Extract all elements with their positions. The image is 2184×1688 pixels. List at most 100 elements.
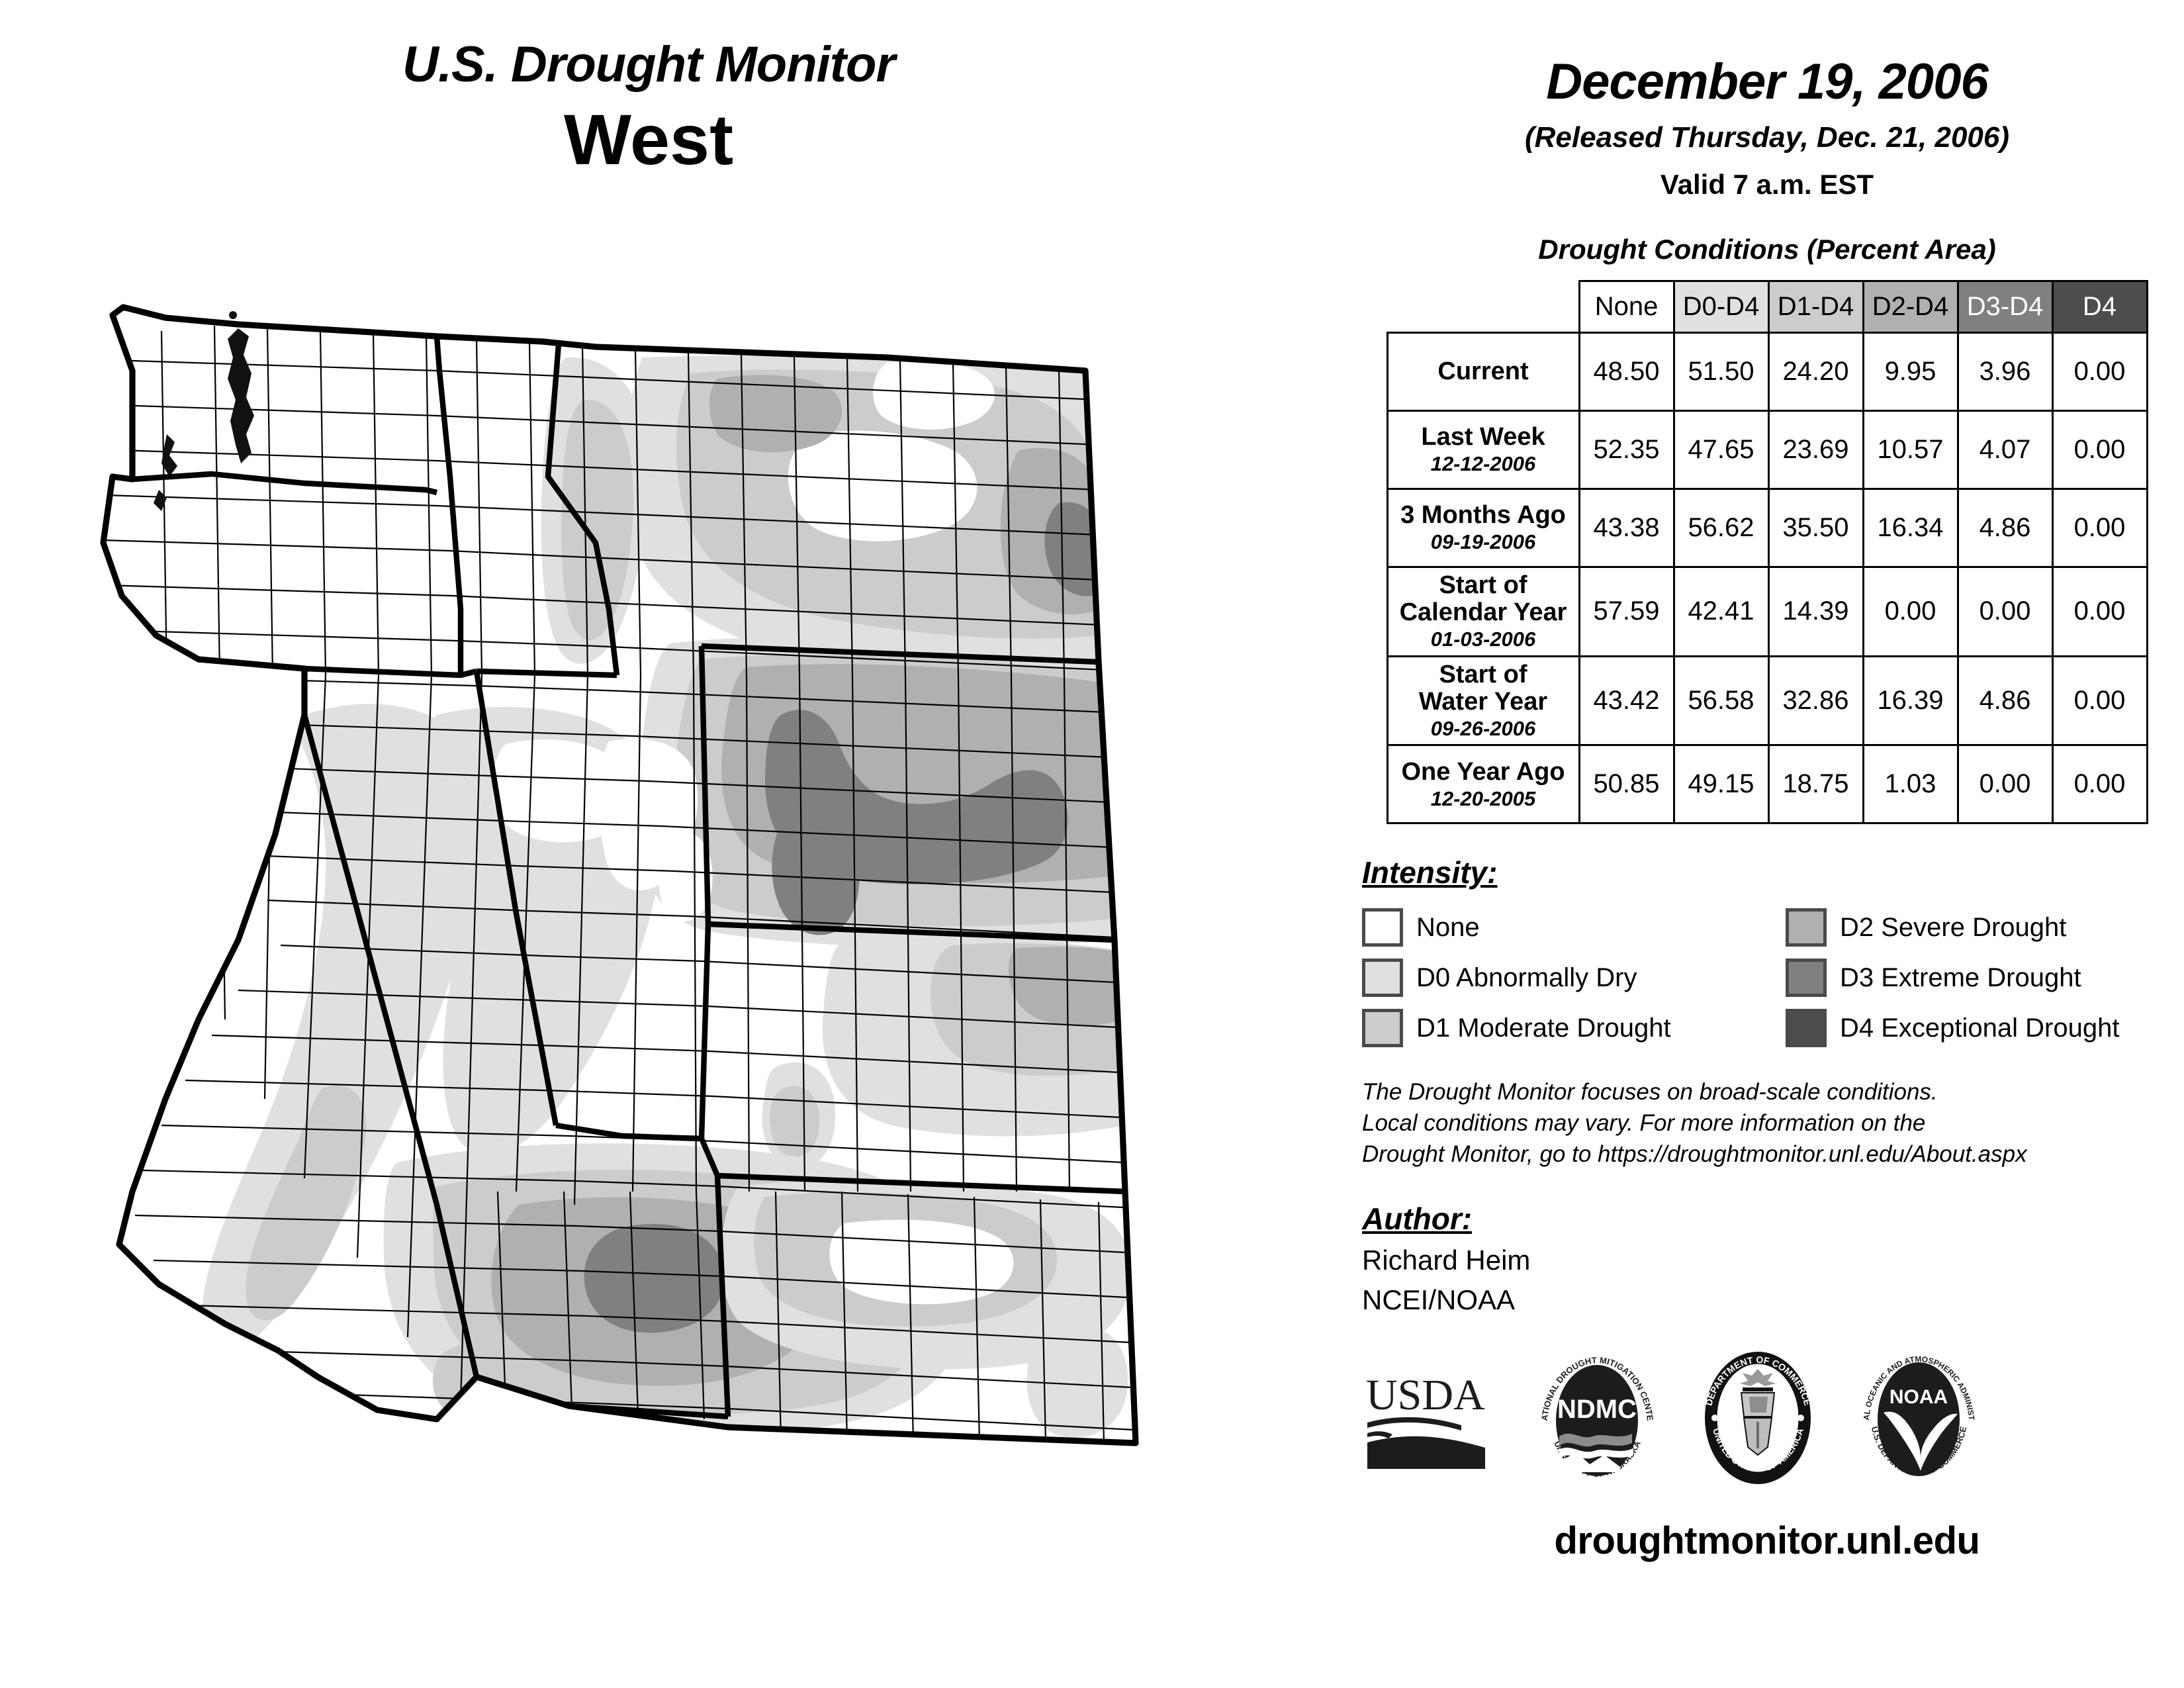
border-mt-wy [701,643,1099,665]
d2-region-n-montana [709,375,842,453]
none-hole-utah-central [598,739,698,890]
col-header-none: None [1578,280,1675,334]
cell-lastweek-d1d4: 23.69 [1767,410,1864,490]
col-header-d0d4: D0-D4 [1672,280,1770,334]
logo-row: USDA NATIONAL DROUGHT MITIGATION CENTER … [1350,1338,2184,1492]
row-label-3-months-ago: 3 Months Ago 09-19-2006 [1386,488,1580,568]
cell-calyear-d3d4: 0.00 [1956,566,2054,657]
cell-wateryear-d1d4: 32.86 [1767,655,1864,747]
state-boundaries [100,304,1139,1446]
border-ut-co [698,923,711,1139]
swatch-d2 [1786,908,1827,947]
legend-label-d2: D2 Severe Drought [1840,912,2067,942]
cell-3months-none: 43.38 [1578,488,1675,568]
region-title: West [563,99,734,179]
border-wy-south [707,921,1115,943]
table-row: Start of Calendar Year 01-03-2006 57.59 … [1386,566,2148,657]
cell-oneyear-d1d4: 18.75 [1767,744,1864,825]
info-panel: December 19, 2006 (Released Thursday, De… [1350,0,2184,1688]
d3-region-ne-corner [1044,502,1101,596]
border-id-west [433,336,464,675]
d0-region-california [203,704,481,1349]
table-header-row: None D0-D4 D1-D4 D2-D4 D3-D4 D4 [1387,280,2148,334]
legend-item-none: None [1362,908,1786,947]
d2-region-colorado-ne [1009,947,1124,1026]
noaa-logo: NATIONAL OCEANIC AND ATMOSPHERIC ADMINIS… [1851,1339,1983,1492]
author-affiliation: NCEI/NOAA [1362,1284,1516,1316]
row-label-text: 3 Months Ago [1400,501,1566,530]
col-header-d1d4: D1-D4 [1767,280,1864,334]
row-label-text: One Year Ago [1401,757,1565,786]
table-corner-cell [1387,281,1579,333]
none-hole-montana-a [788,430,978,541]
border-co-south [717,1172,1126,1195]
disclaimer-line-2: Local conditions may vary. For more info… [1362,1110,1926,1137]
border-nv-ut [473,671,559,1126]
row-label-text-line2: Calendar Year [1399,598,1567,627]
legend-item-d3: D3 Extreme Drought [1786,959,2184,998]
border-id-south [476,668,617,679]
map-date: December 19, 2006 [1546,54,1988,110]
table-row: Current 48.50 51.50 24.20 9.95 3.96 0.00 [1386,332,2148,412]
cell-calyear-none: 57.59 [1578,566,1675,657]
swatch-d4 [1786,1009,1827,1048]
cell-calyear-d0d4: 42.41 [1672,566,1770,657]
author-title: Author: [1362,1201,1473,1237]
cell-wateryear-none: 43.42 [1578,655,1675,747]
date-block: December 19, 2006 (Released Thursday, De… [1350,0,2184,201]
border-nv-ca-diagonal [301,714,440,1206]
drought-map[interactable] [40,278,1337,1483]
row-label-date: 01-03-2006 [1430,628,1536,651]
row-label-date: 12-12-2006 [1430,452,1536,476]
row-label-one-year-ago: One Year Ago 12-20-2005 [1386,744,1580,825]
usda-logo: USDA [1362,1362,1501,1477]
cell-current-d1d4: 24.20 [1767,332,1864,412]
d1-region-idaho-east [561,400,633,640]
border-az-nm [714,1175,731,1417]
intensity-legend: Intensity: None D2 Severe Drought D0 Abn… [1350,855,2184,1053]
author-name: Richard Heim [1362,1244,1531,1276]
col-header-d4: D4 [2051,280,2148,334]
footer-url[interactable]: droughtmonitor.unl.edu [1554,1519,1980,1563]
swatch-d3 [1786,959,1827,998]
cell-lastweek-none: 52.35 [1578,410,1675,490]
table-row: Last Week 12-12-2006 52.35 47.65 23.69 1… [1386,410,2148,490]
cell-current-d0d4: 51.50 [1672,332,1770,412]
puget-sound-detail [154,311,254,511]
row-label-start-water-year: Start of Water Year 09-26-2006 [1386,655,1580,747]
table-row: One Year Ago 12-20-2005 50.85 49.15 18.7… [1386,744,2148,825]
cell-wateryear-d3d4: 4.86 [1956,655,2054,747]
cell-lastweek-d4: 0.00 [2051,410,2148,490]
cell-wateryear-d4: 0.00 [2051,655,2148,747]
row-label-text-line1: Start of [1439,571,1527,599]
release-date: (Released Thursday, Dec. 21, 2006) [1524,121,2010,154]
svg-text:NDMC: NDMC [1557,1395,1637,1424]
col-header-d2d4: D2-D4 [1862,280,1959,334]
row-label-last-week: Last Week 12-12-2006 [1386,410,1580,490]
svg-text:USDA: USDA [1366,1371,1485,1419]
disclaimer-line-1: The Drought Monitor focuses on broad-sca… [1362,1079,1938,1105]
legend-item-d0: D0 Abnormally Dry [1362,959,1786,998]
legend-label-none: None [1416,912,1480,942]
county-boundaries [103,325,1135,1443]
row-label-text: Current [1437,357,1529,385]
valid-time: Valid 7 a.m. EST [1660,169,1874,200]
legend-label-d0: D0 Abnormally Dry [1416,962,1637,992]
d1-region-colorado-mtn [770,1086,820,1157]
row-label-date: 09-26-2006 [1430,716,1536,740]
d1-region-california-south [246,1085,367,1321]
cell-3months-d2d4: 16.34 [1862,488,1959,568]
row-label-date: 09-19-2006 [1430,530,1536,554]
swatch-d1 [1362,1009,1403,1048]
drought-map-svg[interactable] [40,278,1337,1483]
row-label-text-line1: Start of [1439,660,1527,688]
border-az-west [433,1204,729,1420]
none-hole-newmexico [829,1219,1014,1305]
cell-oneyear-none: 50.85 [1578,744,1675,825]
legend-item-d4: D4 Exceptional Drought [1786,1009,2184,1048]
border-ut-south [555,1122,720,1177]
cell-calyear-d4: 0.00 [2051,566,2148,657]
row-label-text-line2: Water Year [1418,687,1548,716]
cell-lastweek-d2d4: 10.57 [1862,410,1959,490]
border-wy-west [698,645,711,925]
